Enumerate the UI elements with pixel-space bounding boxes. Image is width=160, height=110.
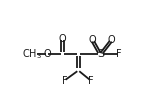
Text: O: O	[88, 35, 96, 45]
Text: CH$_3$: CH$_3$	[22, 47, 42, 61]
Text: F: F	[88, 76, 93, 86]
Text: F: F	[62, 76, 68, 86]
Text: O: O	[58, 34, 66, 44]
Text: S: S	[97, 49, 104, 59]
Text: F: F	[116, 49, 122, 59]
Text: O: O	[108, 35, 116, 45]
Text: O: O	[44, 49, 51, 59]
